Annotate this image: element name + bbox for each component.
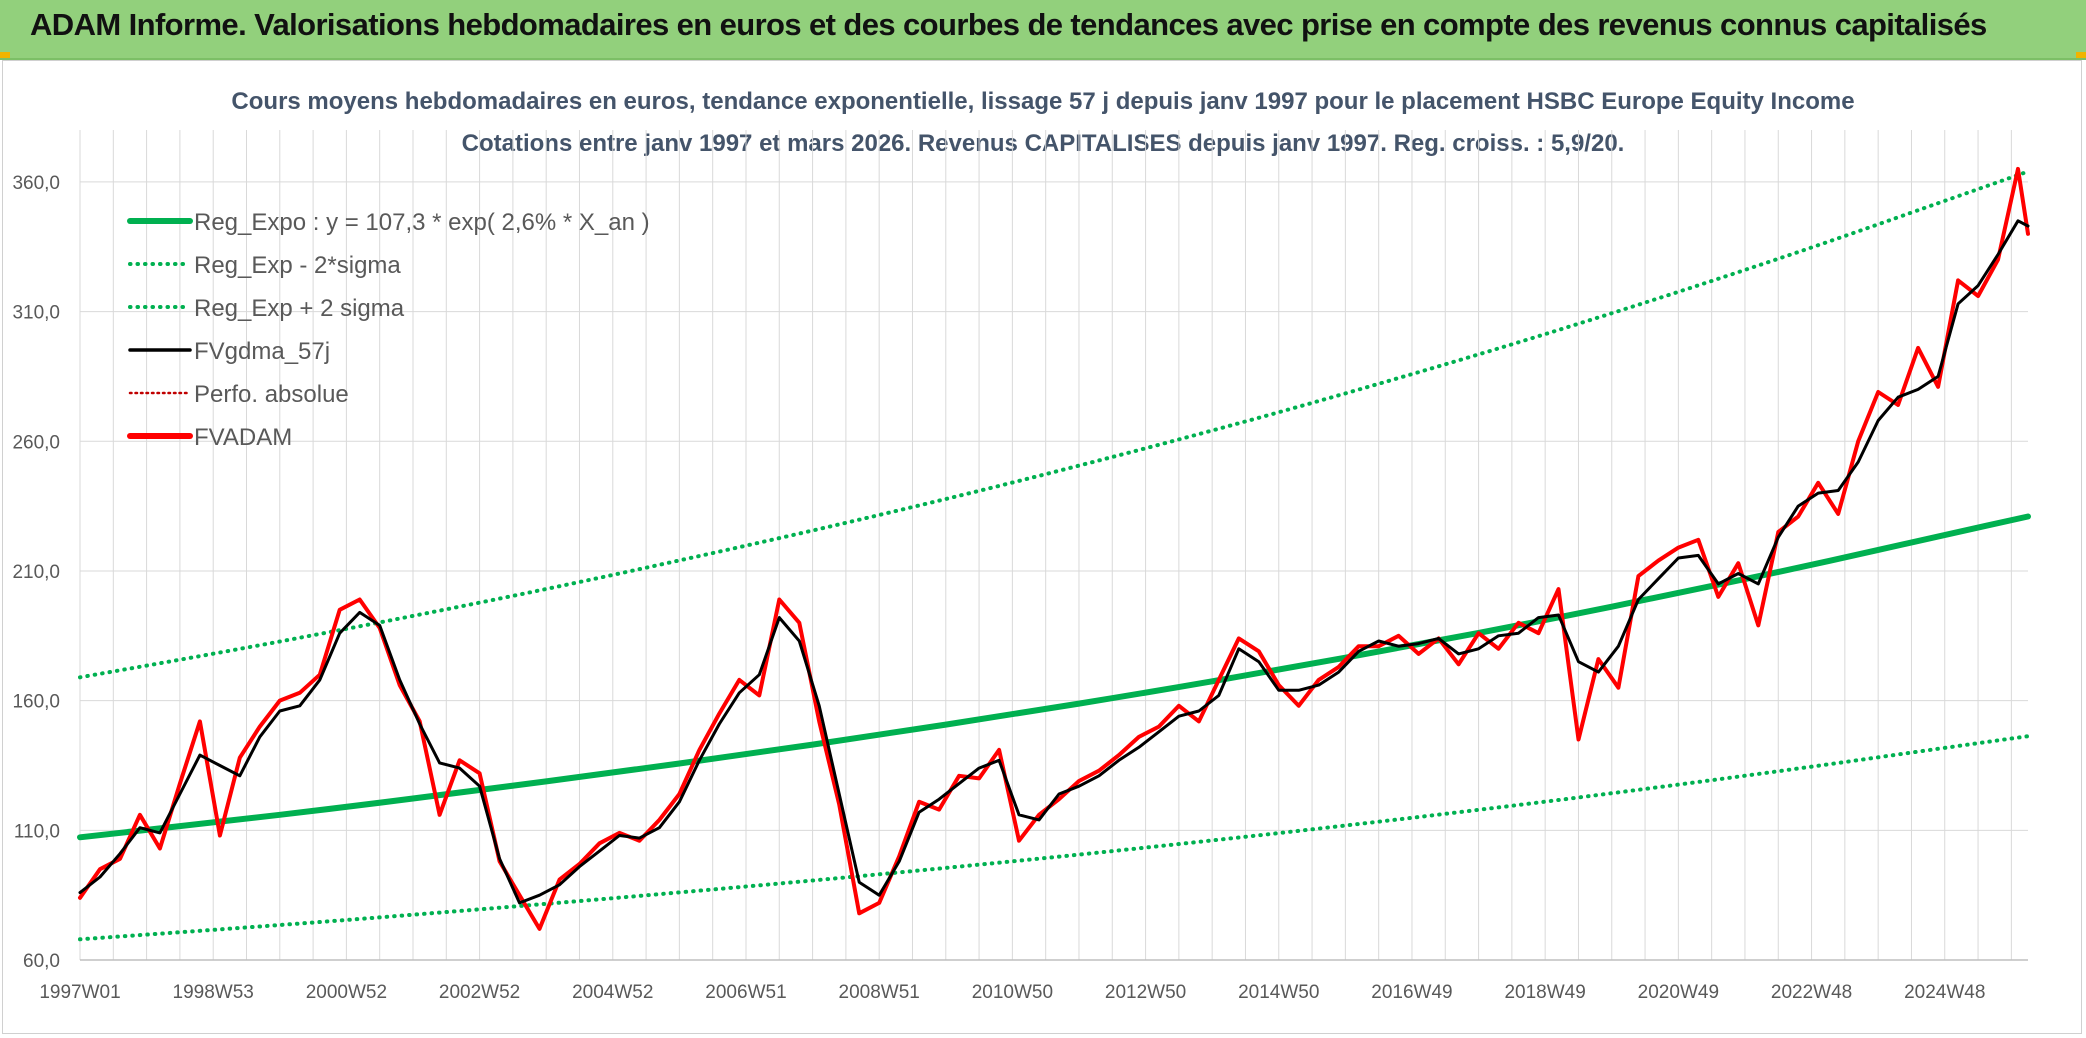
y-tick-label: 360,0 — [12, 173, 60, 194]
legend-label-reg_expo: Reg_Expo : y = 107,3 * exp( 2,6% * X_an … — [194, 209, 650, 236]
y-tick-label: 160,0 — [12, 692, 60, 713]
legend: Reg_Expo : y = 107,3 * exp( 2,6% * X_an … — [127, 209, 650, 451]
x-tick-label: 2022W48 — [1771, 982, 1852, 1003]
y-tick-label: 310,0 — [12, 303, 60, 324]
chart-title-line-2: Cotations entre janv 1997 et mars 2026. … — [462, 130, 1625, 157]
series-fvadam — [78, 166, 2030, 931]
chart-frame — [2, 60, 2082, 1034]
x-tick-label: 2000W52 — [306, 982, 387, 1003]
gridlines — [79, 130, 2028, 961]
y-tick-label: 260,0 — [12, 432, 60, 453]
x-tick-label: 2002W52 — [439, 982, 520, 1003]
series — [77, 166, 2031, 942]
banner-accent-right — [2076, 52, 2086, 58]
x-tick-label: 2012W50 — [1105, 982, 1186, 1003]
report-banner: ADAM Informe. Valorisations hebdomadaire… — [0, 0, 2086, 60]
x-tick-label: 2014W50 — [1238, 982, 1319, 1003]
x-tick-label: 2020W49 — [1638, 982, 1719, 1003]
y-tick-label: 60,0 — [23, 951, 60, 972]
x-tick-label: 2016W49 — [1371, 982, 1452, 1003]
chart-title-line-1: Cours moyens hebdomadaires en euros, ten… — [231, 88, 1854, 115]
legend-label-fvgdma: FVgdma_57j — [194, 338, 330, 365]
y-tick-label: 210,0 — [12, 562, 60, 583]
legend-label-band_low: Reg_Exp - 2*sigma — [194, 252, 401, 279]
series-band-low — [78, 734, 2030, 942]
x-tick-label: 2004W52 — [572, 982, 653, 1003]
y-tick-label: 110,0 — [14, 821, 60, 842]
x-tick-label: 2018W49 — [1504, 982, 1585, 1003]
series-band-high — [78, 169, 2030, 680]
series-fvgdma-57j — [78, 219, 2030, 905]
x-tick-label: 1998W53 — [173, 982, 254, 1003]
x-tick-label: 2006W51 — [705, 982, 786, 1003]
legend-label-fvadam: FVADAM — [194, 424, 292, 451]
x-tick-label: 2008W51 — [839, 982, 920, 1003]
banner-accent-left — [0, 52, 10, 58]
x-tick-label: 2010W50 — [972, 982, 1053, 1003]
series-reg-expo — [77, 513, 2031, 841]
x-tick-label: 1997W01 — [39, 982, 120, 1003]
x-tick-label: 2024W48 — [1904, 982, 1985, 1003]
legend-label-band_high: Reg_Exp + 2 sigma — [194, 295, 405, 322]
legend-label-perfo: Perfo. absolue — [194, 381, 349, 408]
report-title: ADAM Informe. Valorisations hebdomadaire… — [30, 7, 1987, 42]
axes: 60,0 110,0 160,0 210,0 260,0 310,0 360,0 1997W0… — [12, 173, 2028, 1003]
